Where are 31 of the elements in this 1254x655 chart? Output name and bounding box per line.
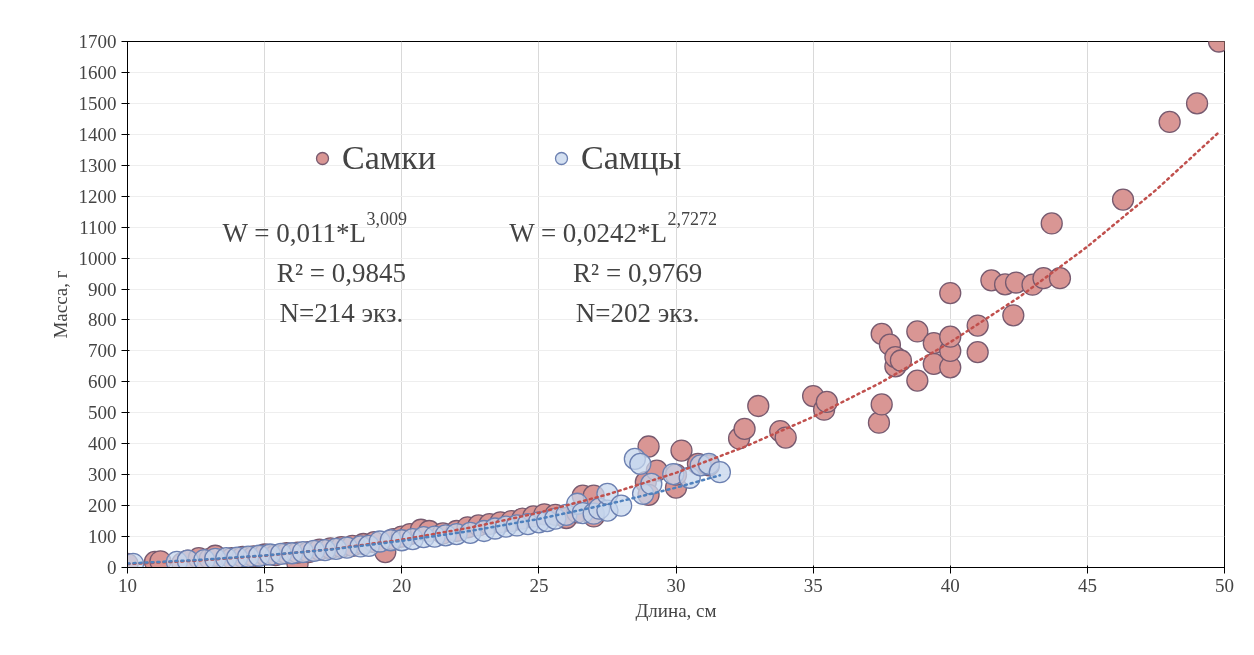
y-tick-label: 1100 <box>79 216 117 238</box>
x-tick-label: 40 <box>940 574 960 596</box>
legend-label: Самцы <box>581 139 682 177</box>
y-tick-label: 1200 <box>78 185 117 207</box>
x-axis-title: Длина, см <box>635 599 717 621</box>
y-tick-label: 1000 <box>78 247 117 269</box>
y-tick-label: 600 <box>88 371 117 393</box>
x-tick-label: 20 <box>392 574 412 596</box>
x-tick-label: 50 <box>1215 574 1234 596</box>
y-tick-label: 1700 <box>78 31 117 52</box>
x-tick-label: 15 <box>255 574 275 596</box>
y-tick-label: 1600 <box>78 61 117 83</box>
y-tick-label: 500 <box>88 402 117 424</box>
y-tick-label: 700 <box>88 340 117 362</box>
legend-label: Самки <box>342 139 436 177</box>
y-tick-label: 0 <box>107 557 117 578</box>
y-tick-label: 800 <box>88 309 117 331</box>
y-tick-label: 400 <box>88 433 117 455</box>
x-tick-label: 30 <box>666 574 686 596</box>
y-tick-label: 300 <box>88 464 117 486</box>
y-tick-label: 900 <box>88 278 117 300</box>
y-tick-label: 1300 <box>78 154 117 176</box>
x-tick-label: 35 <box>803 574 823 596</box>
y-tick-label: 1400 <box>78 123 117 145</box>
y-tick-label: 200 <box>88 495 117 517</box>
y-axis-title: Масса, г <box>49 270 71 339</box>
x-tick-label: 10 <box>118 574 137 596</box>
y-tick-label: 100 <box>88 526 117 548</box>
x-tick-label: 45 <box>1077 574 1097 596</box>
y-tick-label: 1500 <box>78 92 117 114</box>
x-tick-label: 25 <box>529 574 549 596</box>
